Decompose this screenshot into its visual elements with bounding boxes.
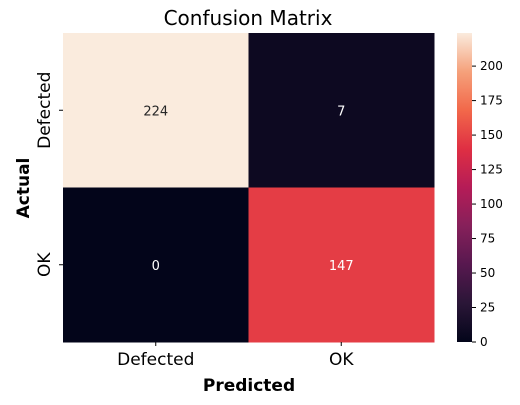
x-tick-label: Defected [117,350,194,370]
colorbar-ticks: 0 25 50 75 100 125 150 175 200 [472,59,503,349]
cell-value-label: 7 [337,104,345,119]
heatmap-cell [63,187,249,343]
cell-value-label: 147 [329,259,354,274]
colorbar-tick-label: 75 [480,232,495,246]
heatmap-cell [248,33,435,188]
colorbar-tick-label: 0 [480,335,488,349]
heatmap-cells: 224 7 0 147 [63,33,435,343]
x-axis-label: Predicted [203,376,295,396]
colorbar-tick-label: 175 [480,94,503,108]
cell-value-label: 224 [143,104,168,119]
colorbar-tick-label: 25 [480,301,495,315]
y-tick-label: Defected [35,72,55,149]
colorbar-tick-label: 150 [480,128,503,142]
cell-value-label: 0 [152,259,160,274]
colorbar: 0 25 50 75 100 125 150 175 200 [457,33,503,349]
colorbar-tick-label: 100 [480,197,503,211]
y-axis-ticks: Defected OK [35,72,63,277]
heatmap-cell [248,187,435,343]
x-tick-label: OK [329,350,354,370]
chart-title: Confusion Matrix [164,6,333,30]
colorbar-tick-label: 50 [480,266,495,280]
colorbar-tick-label: 200 [480,59,503,73]
y-axis-label: Actual [14,158,34,219]
colorbar-gradient [457,33,472,342]
heatmap-cell [63,33,249,188]
colorbar-tick-label: 125 [480,163,503,177]
y-tick-label: OK [35,252,55,277]
x-axis-ticks: Defected OK [117,342,354,370]
